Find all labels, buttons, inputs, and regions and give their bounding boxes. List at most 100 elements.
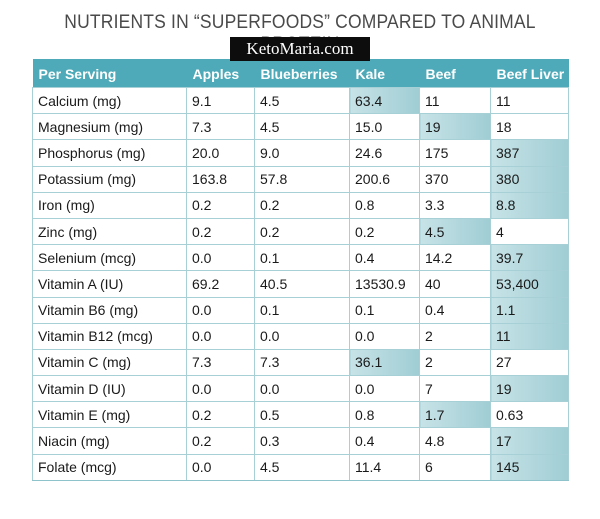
table-body: Calcium (mg) 9.1 4.5 63.4 11 11 Magnesium (mg)…	[32, 86, 569, 481]
table-cell: 0.3	[254, 427, 350, 455]
table-row: Potassium (mg) 163.8 57.8 200.6 370 380	[32, 165, 569, 193]
table-cell: 11	[490, 322, 569, 350]
table-cell: 0.1	[254, 296, 350, 324]
table-cell: 0.2	[186, 427, 255, 455]
table-cell: 11	[419, 86, 491, 115]
table-cell: 19	[490, 375, 569, 403]
table-row: Vitamin B6 (mg) 0.0 0.1 0.1 0.4 1.1	[32, 296, 569, 324]
table-cell: 18	[490, 113, 569, 141]
table-cell: 7.3	[254, 348, 350, 377]
nutrient-label: Potassium (mg)	[32, 165, 187, 193]
table-row: Vitamin C (mg) 7.3 7.3 36.1 2 27	[32, 348, 569, 377]
table-cell: 53,400	[490, 270, 569, 298]
table-cell: 4.5	[254, 113, 350, 141]
table-cell: 0.0	[349, 322, 420, 350]
nutrient-label: Zinc (mg)	[32, 217, 187, 246]
table-cell: 6	[419, 453, 491, 481]
table-cell: 0.0	[254, 375, 350, 403]
nutrient-label: Magnesium (mg)	[32, 113, 187, 141]
nutrient-label: Vitamin B6 (mg)	[32, 296, 187, 324]
nutrient-label: Folate (mcg)	[32, 453, 187, 481]
table-cell: 0.63	[490, 401, 569, 429]
table-cell: 11	[490, 86, 569, 115]
table-row: Vitamin D (IU) 0.0 0.0 0.0 7 19	[32, 375, 569, 403]
table-row: Niacin (mg) 0.2 0.3 0.4 4.8 17	[32, 427, 569, 455]
table-cell: 27	[490, 348, 569, 377]
nutrient-label: Vitamin A (IU)	[32, 270, 187, 298]
table-row: Vitamin A (IU) 69.2 40.5 13530.9 40 53,400	[32, 270, 569, 298]
column-header: Beef	[419, 59, 491, 88]
table-cell: 0.0	[186, 375, 255, 403]
table-cell: 9.1	[186, 86, 255, 115]
nutrient-label: Vitamin C (mg)	[32, 348, 187, 377]
table-cell: 0.2	[186, 191, 255, 219]
table-cell: 387	[490, 139, 569, 167]
table-cell: 39.7	[490, 244, 569, 272]
nutrient-label: Vitamin E (mg)	[32, 401, 187, 429]
table-cell: 4.5	[419, 217, 491, 246]
table-cell: 4	[490, 217, 569, 246]
table-row: Zinc (mg) 0.2 0.2 0.2 4.5 4	[32, 217, 569, 246]
table-cell: 7.3	[186, 113, 255, 141]
table-row: Magnesium (mg) 7.3 4.5 15.0 19 18	[32, 113, 569, 141]
column-header: Beef Liver	[490, 59, 569, 88]
table-cell: 19	[419, 113, 491, 141]
column-header: Blueberries	[254, 59, 350, 88]
table-cell: 0.4	[349, 244, 420, 272]
table-row: Folate (mcg) 0.0 4.5 11.4 6 145	[32, 453, 569, 481]
table-cell: 63.4	[349, 86, 420, 115]
table-cell: 0.2	[186, 401, 255, 429]
table-cell: 7	[419, 375, 491, 403]
table-cell: 17	[490, 427, 569, 455]
table-cell: 0.2	[349, 217, 420, 246]
nutrient-label: Phosphorus (mg)	[32, 139, 187, 167]
table-cell: 20.0	[186, 139, 255, 167]
nutrient-label: Selenium (mcg)	[32, 244, 187, 272]
table-header-row: Per Serving Apples Blueberries Kale Beef Beef…	[32, 59, 569, 88]
table-cell: 69.2	[186, 270, 255, 298]
table-cell: 40	[419, 270, 491, 298]
nutrient-label: Calcium (mg)	[32, 86, 187, 115]
nutrient-label: Vitamin B12 (mcg)	[32, 322, 187, 350]
table-cell: 175	[419, 139, 491, 167]
table-cell: 15.0	[349, 113, 420, 141]
table-cell: 40.5	[254, 270, 350, 298]
table-cell: 36.1	[349, 348, 420, 377]
table-cell: 3.3	[419, 191, 491, 219]
nutrient-table: Per Serving Apples Blueberries Kale Beef Beef…	[32, 59, 569, 481]
table-cell: 380	[490, 165, 569, 193]
table-cell: 0.0	[349, 375, 420, 403]
table-cell: 0.0	[186, 244, 255, 272]
table-cell: 0.5	[254, 401, 350, 429]
nutrient-label: Iron (mg)	[32, 191, 187, 219]
table-row: Phosphorus (mg) 20.0 9.0 24.6 175 387	[32, 139, 569, 167]
table-cell: 0.0	[186, 453, 255, 481]
table-cell: 370	[419, 165, 491, 193]
table-cell: 0.1	[254, 244, 350, 272]
table-cell: 11.4	[349, 453, 420, 481]
table-cell: 0.0	[186, 296, 255, 324]
table-cell: 0.8	[349, 401, 420, 429]
table-cell: 57.8	[254, 165, 350, 193]
table-cell: 0.1	[349, 296, 420, 324]
table-cell: 9.0	[254, 139, 350, 167]
table-cell: 0.4	[419, 296, 491, 324]
table-cell: 13530.9	[349, 270, 420, 298]
table-cell: 0.4	[349, 427, 420, 455]
table-cell: 0.2	[254, 191, 350, 219]
table-cell: 163.8	[186, 165, 255, 193]
table-cell: 14.2	[419, 244, 491, 272]
table-cell: 0.2	[254, 217, 350, 246]
table-cell: 0.0	[186, 322, 255, 350]
table-row: Vitamin E (mg) 0.2 0.5 0.8 1.7 0.63	[32, 401, 569, 429]
table-cell: 2	[419, 348, 491, 377]
table-cell: 24.6	[349, 139, 420, 167]
table-cell: 0.0	[254, 322, 350, 350]
table-cell: 1.1	[490, 296, 569, 324]
table-cell: 4.5	[254, 86, 350, 115]
table-row: Selenium (mcg) 0.0 0.1 0.4 14.2 39.7	[32, 244, 569, 272]
table-cell: 0.8	[349, 191, 420, 219]
column-header: Kale	[349, 59, 420, 88]
table-cell: 4.5	[254, 453, 350, 481]
table-cell: 145	[490, 453, 569, 481]
